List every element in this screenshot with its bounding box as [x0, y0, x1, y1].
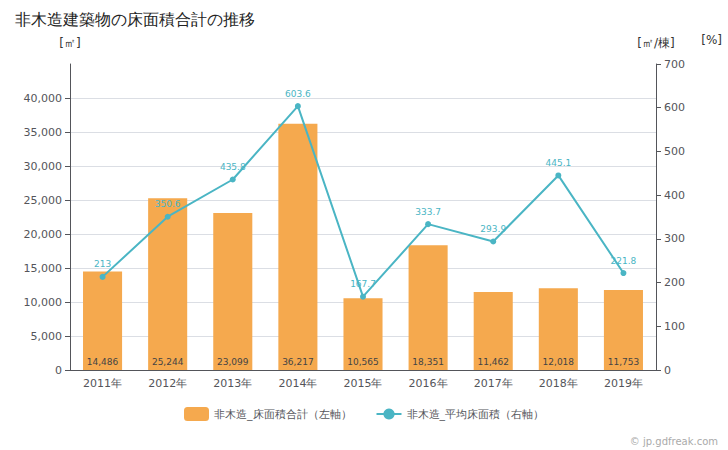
svg-text:600: 600	[664, 101, 685, 114]
svg-text:5,000: 5,000	[31, 330, 63, 343]
svg-text:12,018: 12,018	[543, 357, 575, 367]
svg-text:100: 100	[664, 320, 685, 333]
svg-text:非木造_床面積合計（左軸）: 非木造_床面積合計（左軸）	[214, 408, 352, 421]
svg-text:[㎡/棟]: [㎡/棟]	[637, 36, 674, 50]
svg-text:0: 0	[55, 364, 62, 377]
svg-text:14,486: 14,486	[87, 357, 119, 367]
svg-text:23,099: 23,099	[217, 357, 249, 367]
svg-text:© jp.gdfreak.com: © jp.gdfreak.com	[630, 436, 718, 447]
svg-text:11,753: 11,753	[608, 357, 640, 367]
svg-text:603.6: 603.6	[285, 89, 311, 99]
svg-text:445.1: 445.1	[545, 158, 571, 168]
svg-text:10,000: 10,000	[24, 296, 63, 309]
svg-text:350.6: 350.6	[155, 199, 181, 209]
svg-text:2011年: 2011年	[83, 377, 122, 390]
svg-text:435.8: 435.8	[220, 162, 246, 172]
svg-text:30,000: 30,000	[24, 160, 63, 173]
svg-text:非木造_平均床面積（右軸）: 非木造_平均床面積（右軸）	[407, 408, 545, 421]
svg-text:293.9: 293.9	[480, 224, 506, 234]
svg-text:2013年: 2013年	[213, 377, 252, 390]
svg-text:36,217: 36,217	[282, 357, 314, 367]
svg-text:25,000: 25,000	[24, 194, 63, 207]
svg-text:2016年: 2016年	[409, 377, 448, 390]
svg-text:167.7: 167.7	[350, 279, 376, 289]
svg-text:2015年: 2015年	[344, 377, 383, 390]
svg-text:300: 300	[664, 232, 685, 245]
svg-text:18,351: 18,351	[412, 357, 444, 367]
svg-text:40,000: 40,000	[24, 92, 63, 105]
svg-text:15,000: 15,000	[24, 262, 63, 275]
svg-text:0: 0	[664, 364, 671, 377]
svg-text:221.8: 221.8	[611, 256, 637, 266]
svg-text:2018年: 2018年	[539, 377, 578, 390]
svg-text:[%]: [%]	[701, 33, 722, 47]
svg-text:213: 213	[94, 259, 111, 269]
svg-text:20,000: 20,000	[24, 228, 63, 241]
svg-text:2012年: 2012年	[148, 377, 187, 390]
svg-text:2019年: 2019年	[604, 377, 643, 390]
svg-text:2017年: 2017年	[474, 377, 513, 390]
svg-text:500: 500	[664, 145, 685, 158]
svg-text:25,244: 25,244	[152, 357, 184, 367]
svg-text:10,565: 10,565	[347, 357, 379, 367]
svg-text:333.7: 333.7	[415, 207, 441, 217]
svg-text:200: 200	[664, 276, 685, 289]
svg-text:11,462: 11,462	[477, 357, 509, 367]
svg-text:35,000: 35,000	[24, 126, 63, 139]
svg-text:非木造建築物の床面積合計の推移: 非木造建築物の床面積合計の推移	[15, 10, 255, 29]
svg-text:2014年: 2014年	[278, 377, 317, 390]
svg-text:700: 700	[664, 58, 685, 71]
svg-text:400: 400	[664, 189, 685, 202]
svg-text:[㎡]: [㎡]	[59, 36, 80, 50]
